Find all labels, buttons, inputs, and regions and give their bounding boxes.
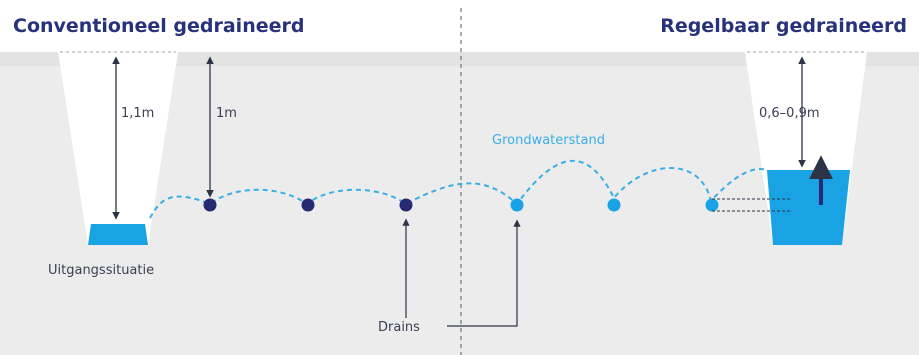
- drain-conventional-2: [301, 198, 315, 212]
- ditch-left-water: [88, 224, 148, 245]
- label-start-situation: Uitgangssituatie: [48, 263, 154, 278]
- drain-controllable-1: [510, 198, 524, 212]
- ditch-right-water: [767, 170, 850, 245]
- groundwater-line: [149, 160, 768, 219]
- drain-controllable-3: [705, 198, 719, 212]
- drain-conventional-1: [203, 198, 217, 212]
- title-conventional: Conventioneel gedraineerd: [13, 15, 304, 37]
- drain-conventional-3: [399, 198, 413, 212]
- label-depth-left-ditch: 1,1m: [121, 106, 154, 121]
- surface-strip: [0, 52, 919, 66]
- label-groundwater: Grondwaterstand: [492, 133, 605, 148]
- title-controllable: Regelbaar gedraineerd: [660, 15, 907, 37]
- label-depth-left-drain: 1m: [216, 106, 237, 121]
- label-depth-right-ditch: 0,6–0,9m: [759, 106, 820, 121]
- label-drains: Drains: [378, 320, 420, 335]
- drains-arrow-right: [447, 219, 521, 327]
- drain-controllable-2: [607, 198, 621, 212]
